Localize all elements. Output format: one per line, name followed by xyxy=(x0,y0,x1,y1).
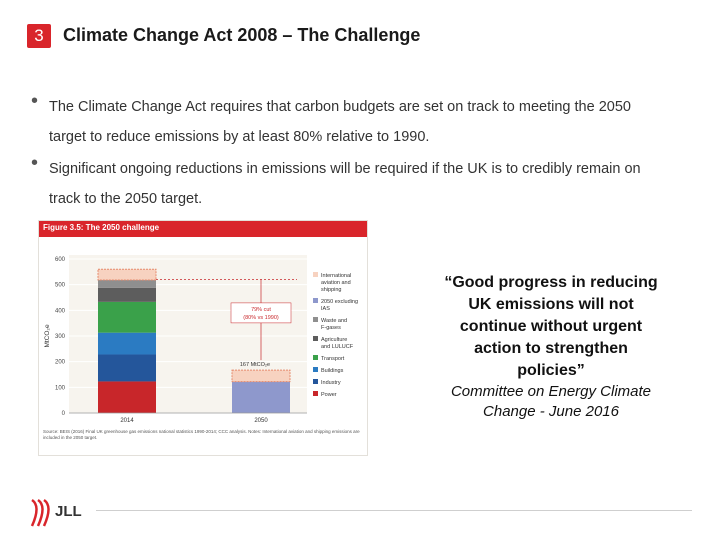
legend-label: shipping xyxy=(321,287,342,293)
legend-label: Power xyxy=(321,392,337,398)
y-tick-label: 300 xyxy=(55,334,66,340)
legend-label: F-gases xyxy=(321,325,341,331)
legend-label: Buildings xyxy=(321,368,344,374)
jll-logo-icon xyxy=(30,498,50,527)
bar-segment xyxy=(98,354,156,382)
legend-swatch xyxy=(313,272,318,277)
logo-text: JLL xyxy=(55,503,82,520)
bar-segment xyxy=(98,287,156,302)
y-tick-label: 0 xyxy=(62,411,66,417)
y-tick-label: 400 xyxy=(55,308,66,314)
legend-label: and LULUCF xyxy=(321,344,354,350)
y-axis-label: MtCO₂e xyxy=(44,324,51,347)
legend-label: Agriculture xyxy=(321,337,347,343)
bar-segment xyxy=(231,369,291,383)
bullet-dot-icon: • xyxy=(31,90,39,112)
y-tick-label: 200 xyxy=(55,360,66,366)
legend-swatch xyxy=(313,355,318,360)
bullet-list: • The Climate Change Act requires that c… xyxy=(31,90,671,216)
quote-text: “Good progress in reducing UK emissions … xyxy=(444,274,658,379)
y-tick-label: 100 xyxy=(55,385,66,391)
x-tick-label: 2050 xyxy=(254,418,268,424)
chart-figure: Figure 3.5: The 2050 challenge 0 100 200 30… xyxy=(38,220,368,456)
quote-attribution: Committee on Energy Climate Change - Jun… xyxy=(450,383,652,420)
cut-annotation-label: 79% cut xyxy=(251,307,271,313)
legend-swatch xyxy=(313,336,318,341)
bullet-text: Significant ongoing reductions in emissi… xyxy=(49,161,641,207)
legend-swatch xyxy=(313,391,318,396)
bar-segment xyxy=(97,268,157,281)
legend-label: Waste and xyxy=(321,318,347,324)
footer-divider xyxy=(96,510,692,511)
y-tick-label: 500 xyxy=(55,283,66,289)
legend-label: Transport xyxy=(321,356,345,362)
legend-label: International xyxy=(321,273,351,279)
cut-annotation-box xyxy=(230,302,292,324)
slide-number-badge: 3 xyxy=(27,24,51,48)
legend-label: aviation and xyxy=(321,280,351,286)
legend-swatch xyxy=(313,298,318,303)
legend-label: Industry xyxy=(321,380,341,386)
y-tick-label: 600 xyxy=(55,257,66,263)
x-tick-label: 2014 xyxy=(120,418,134,424)
legend-swatch xyxy=(313,379,318,384)
bar-segment xyxy=(98,332,156,355)
slide-title: Climate Change Act 2008 – The Challenge xyxy=(63,25,421,45)
cut-annotation-label: (80% vs 1990) xyxy=(243,315,279,321)
legend-label: IAS xyxy=(321,306,330,312)
bullet-item: • Significant ongoing reductions in emis… xyxy=(31,152,671,214)
value-annotation: 167 MtCO₂e xyxy=(240,362,270,368)
bar-segment xyxy=(232,381,290,413)
bullet-dot-icon: • xyxy=(31,152,39,174)
bar-segment xyxy=(98,381,156,413)
figure-title: Figure 3.5: The 2050 challenge xyxy=(43,223,160,232)
legend-swatch xyxy=(313,317,318,322)
figure-header: Figure 3.5: The 2050 challenge xyxy=(39,221,367,237)
legend-label: 2050 excluding xyxy=(321,299,358,305)
stacked-bar-chart: 0 100 200 300 400 500 600 MtCO₂e 2014 2050 79% cut… xyxy=(44,255,358,424)
figure-source-note: Source: BEIS (2016) Final UK greenhouse … xyxy=(43,429,360,440)
legend-swatch xyxy=(313,367,318,372)
bullet-item: • The Climate Change Act requires that c… xyxy=(31,90,671,152)
bullet-text: The Climate Change Act requires that car… xyxy=(49,99,631,145)
bar-segment xyxy=(98,301,156,333)
bar-segment xyxy=(98,280,156,288)
